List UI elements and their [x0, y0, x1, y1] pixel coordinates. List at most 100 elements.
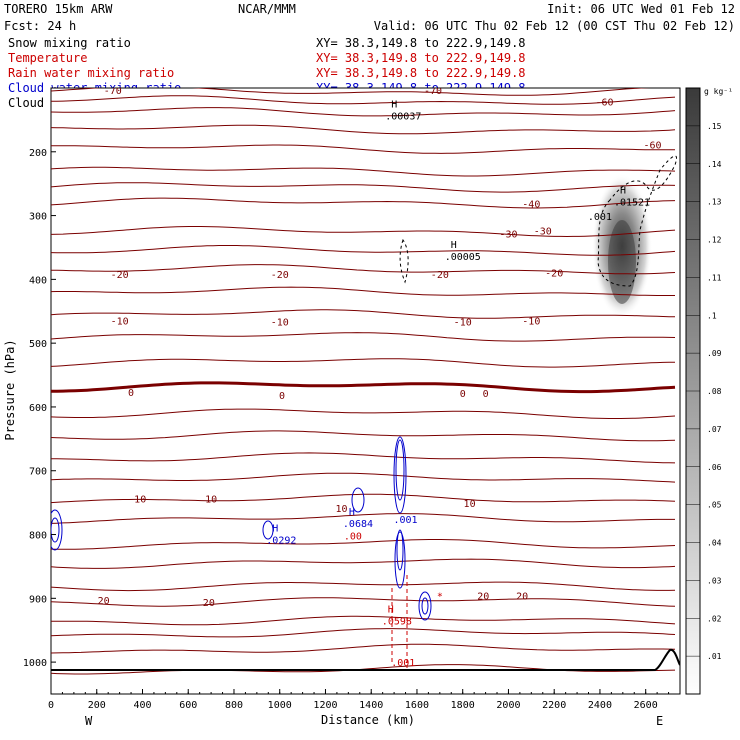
contour-label: .001: [393, 515, 417, 526]
isotherm-label: 0: [460, 389, 466, 400]
isotherm-label: 0: [128, 388, 134, 399]
x-tick-label: 2000: [496, 700, 520, 711]
cloud-water-contour: [394, 531, 406, 589]
legend-label: Snow mixing ratio: [8, 36, 131, 50]
isotherm-line: [51, 124, 676, 135]
isotherm-label: 20: [477, 591, 489, 602]
legend-xy: XY= 38.3,149.8 to 222.9,149.8: [316, 36, 526, 50]
x-tick-label: 200: [88, 700, 106, 711]
isotherm-label: -40: [522, 200, 540, 211]
y-axis: 200 300 400 500 600 700 800 900 1000: [23, 148, 56, 669]
isotherm-label: 20: [203, 598, 215, 609]
colorbar-tick-label: .01: [707, 652, 722, 661]
east-label: E: [656, 714, 663, 728]
isotherm-line: [51, 197, 676, 209]
cloud-water-contour: [351, 487, 365, 513]
legend-label: Rain water mixing ratio: [8, 66, 174, 80]
x-tick-label: 2200: [542, 700, 566, 711]
west-label: W: [85, 714, 93, 728]
extremum-marker: H: [388, 605, 394, 616]
valid-time: Valid: 06 UTC Thu 02 Feb 12 (00 CST Thu …: [374, 19, 735, 33]
extremum-marker: H: [272, 524, 278, 535]
cloud-water-contour: [51, 517, 60, 543]
x-tick-label: 0: [48, 700, 54, 711]
x-tick-label: 2600: [634, 700, 658, 711]
center-name: NCAR/MMM: [238, 2, 296, 16]
isotherm-label: 10: [134, 494, 146, 505]
y-tick-label: 1000: [23, 658, 47, 669]
isotherm-line: [51, 95, 676, 105]
colorbar-tick-label: .04: [707, 539, 722, 548]
y-tick-label: 800: [29, 531, 47, 542]
colorbar-tick-label: .08: [707, 387, 722, 396]
isotherm-line: [51, 309, 676, 319]
x-tick-label: 2400: [588, 700, 612, 711]
legend-xy: XY= 38.3,149.8 to 222.9,149.8: [316, 66, 526, 80]
isotherm-line: [51, 513, 675, 524]
cloud-ice-contour-east: [597, 155, 677, 287]
x-tick-label: 1200: [313, 700, 337, 711]
cloud-water-contour: [421, 597, 429, 615]
isotherm-line: [51, 615, 676, 626]
x-tick-label: 1000: [268, 700, 292, 711]
contour-label: *: [437, 592, 443, 603]
isotherm-label: -70: [424, 86, 442, 97]
x-axis-title: Distance (km): [321, 713, 415, 727]
temperature-contours: [51, 88, 676, 675]
isotherm-label: 20: [98, 596, 110, 607]
isotherm-label: -10: [111, 316, 129, 327]
colorbar-tick-label: .09: [707, 349, 722, 358]
x-tick-label: 1800: [451, 700, 475, 711]
rain-water-contour: [391, 575, 408, 668]
extremum-marker: H: [620, 186, 626, 197]
cloud-water-contour: [51, 509, 63, 551]
isotherm-line: [51, 332, 676, 342]
x-tick-label: 600: [179, 700, 197, 711]
colorbar-ticks: .01 .02 .03 .04 .05 .06 .07 .08 .09 .1 .11 .12 .13 .1…: [686, 122, 722, 661]
isotherm-line: [51, 597, 676, 607]
y-tick-label: 900: [29, 594, 47, 605]
y-tick-label: 700: [29, 467, 47, 478]
y-tick-label: 400: [29, 275, 47, 286]
y-tick-label: 500: [29, 339, 47, 350]
colorbar-tick-label: .06: [707, 463, 722, 472]
isotherm-label: -60: [595, 98, 613, 109]
cloud-water-contour: [396, 529, 404, 571]
x-axis: 0 200 400 600 800 1000 1200 1400 1600 1800 2000 220…: [48, 689, 670, 711]
isotherm-labels: -70 -70 -60 -60 -40 -30 -30 -20 -20 -20 -20 -10 -10 -…: [98, 86, 662, 609]
isotherm-label: 10: [205, 494, 217, 505]
isotherm-line: [51, 286, 675, 296]
colorbar-tick-label: .13: [707, 198, 722, 207]
legend-label: Temperature: [8, 51, 87, 65]
colorbar-unit: g kg⁻¹: [704, 87, 733, 96]
colorbar-tick-label: .05: [707, 501, 722, 510]
colorbar-tick-label: .14: [707, 160, 722, 169]
isotherm-line: [51, 107, 676, 117]
isotherm-label: -30: [499, 230, 517, 241]
contour-label: .001: [588, 212, 612, 223]
isotherm-label: 10: [464, 499, 476, 510]
isotherm-label: 0: [279, 391, 285, 402]
isotherm-line: [51, 144, 675, 154]
isotherm-line: [51, 539, 676, 550]
colorbar-tick-label: .07: [707, 425, 722, 434]
isotherm-label: 20: [516, 591, 528, 602]
snow-mixing-ratio-core: [608, 220, 636, 304]
extremum-value: .00037: [385, 111, 421, 122]
isotherm-label: 10: [335, 504, 347, 515]
isotherm-line: [51, 166, 676, 177]
model-name: TORERO 15km ARW: [4, 2, 113, 16]
isotherm-line: [51, 452, 676, 464]
colorbar-tick-label: .15: [707, 122, 722, 131]
colorbar-tick-label: .11: [707, 273, 722, 282]
y-tick-label: 300: [29, 212, 47, 223]
cloud-water-contour: [418, 591, 432, 621]
init-time: Init: 06 UTC Wed 01 Feb 12: [547, 2, 735, 16]
contour-label: .001: [391, 658, 415, 669]
terrain-line: [51, 648, 680, 671]
zero-isotherm: [51, 381, 676, 394]
extrema-labels: H.00037H.00005H.01521H.0292H.0684H.0598.…: [266, 99, 650, 669]
x-tick-label: 1400: [359, 700, 383, 711]
isotherm-line: [51, 182, 676, 193]
x-tick-label: 400: [133, 700, 151, 711]
